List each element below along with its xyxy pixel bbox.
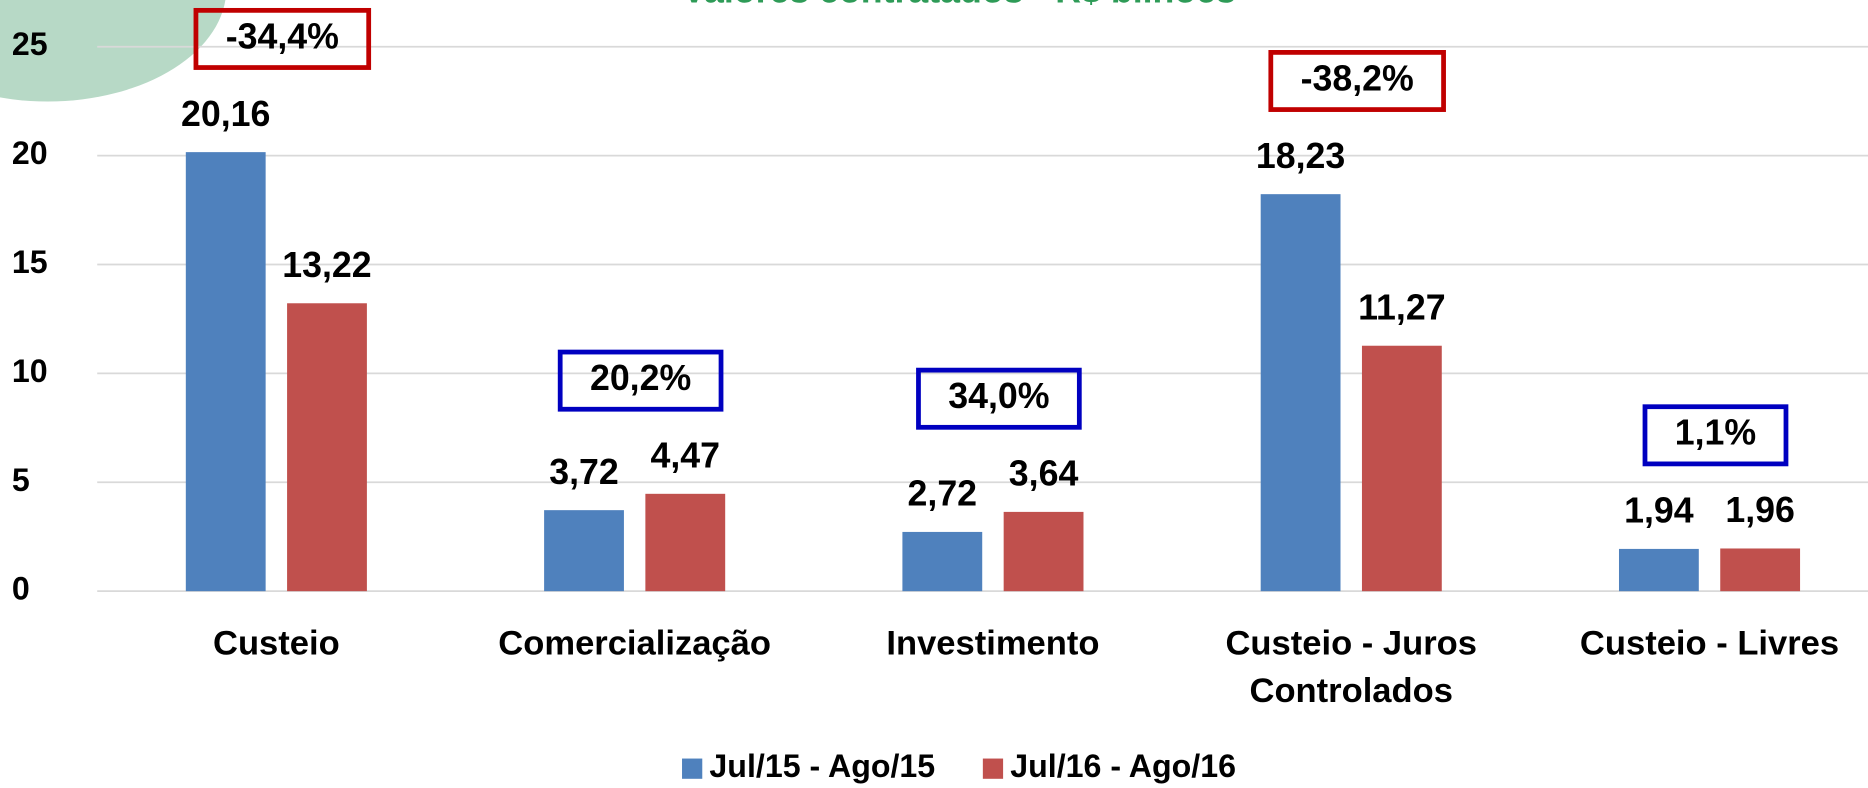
y-tick-label: 5 [12, 462, 30, 498]
value-label: 3,72 [549, 452, 619, 492]
annotation-box [557, 349, 724, 412]
x-tick-label: Custeio - Juros Controlados [1225, 624, 1477, 711]
y-tick-label: 25 [12, 26, 48, 62]
legend-label: Jul/16 - Ago/16 [1010, 748, 1236, 784]
x-tick-label: Comercialização [498, 624, 771, 663]
value-label: 2,72 [908, 474, 978, 514]
x-tick-label: Custeio - Livres [1579, 624, 1840, 663]
x-tick-label: Custeio [213, 624, 340, 663]
value-label: 3,64 [1009, 454, 1079, 494]
x-tick-label-box: Custeio - Livres [1579, 624, 1840, 663]
bar [1720, 548, 1801, 592]
x-tick-label-box: Comercialização [498, 624, 771, 663]
value-label: 11,27 [1358, 287, 1445, 327]
legend-swatch [982, 758, 1004, 779]
bar [1260, 194, 1341, 592]
annotation: -34,4% [226, 16, 339, 56]
annotation: 34,0% [948, 376, 1049, 416]
annotation: 1,1% [1675, 413, 1756, 453]
y-tick-label: 20 [12, 135, 48, 171]
bar [1618, 548, 1699, 592]
annotation: 20,2% [590, 358, 691, 398]
bar [645, 493, 726, 592]
bar [1361, 345, 1442, 592]
bar [544, 510, 624, 592]
value-label: 4,47 [651, 436, 721, 476]
decoration [0, 0, 226, 102]
value-label: 18,23 [1256, 136, 1345, 176]
annotation: -38,2% [1301, 58, 1414, 98]
legend-swatch [682, 758, 703, 779]
annotation-box [1642, 404, 1789, 467]
y-tick-label: 10 [12, 353, 48, 389]
value-label: 1,96 [1725, 490, 1795, 530]
x-tick-label-box: Custeio - Juros Controlados [1225, 624, 1477, 711]
annotation-box [1268, 50, 1446, 112]
value-label: 1,94 [1624, 491, 1694, 531]
y-tick-label: 0 [12, 571, 30, 607]
x-tick-label-box: Investimento [886, 624, 1100, 663]
annotation-box [193, 7, 372, 70]
value-label: 13,22 [282, 245, 371, 285]
x-tick-label: Investimento [886, 624, 1100, 663]
x-tick-label-box: Custeio [213, 624, 340, 663]
annotation-box [916, 367, 1082, 430]
chart-title: Valores contratados - R$ bilhões [682, 0, 1236, 11]
legend-label: Jul/15 - Ago/15 [709, 748, 935, 784]
value-label: 20,16 [181, 94, 270, 134]
bar [902, 531, 983, 592]
bar [1003, 511, 1084, 592]
y-tick-label: 15 [12, 244, 48, 280]
bar [287, 303, 367, 592]
bar [185, 152, 266, 592]
